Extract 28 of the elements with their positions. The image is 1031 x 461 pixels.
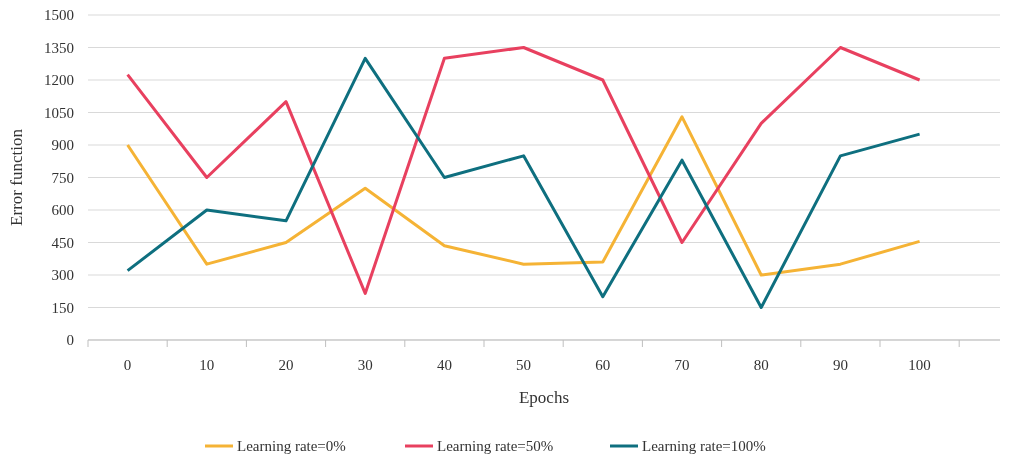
y-axis-title: Error function xyxy=(7,128,26,226)
y-tick-label: 1350 xyxy=(44,39,74,56)
x-tick-label: 0 xyxy=(123,357,132,373)
x-axis-title: Epochs xyxy=(518,388,570,407)
y-tick-label: 1050 xyxy=(44,104,74,121)
x-tick-label: 50 xyxy=(516,357,532,373)
line-series xyxy=(126,115,922,277)
y-tick-label: 600 xyxy=(51,202,74,219)
x-tick-label: 10 xyxy=(199,357,215,373)
x-tick-label: 70 xyxy=(674,357,690,373)
y-tick-label: 1500 xyxy=(44,7,74,24)
x-tick-label: 30 xyxy=(357,357,373,373)
x-tick-label: 20 xyxy=(278,357,294,373)
y-tick-label: 1200 xyxy=(44,72,74,89)
y-tick-label: 450 xyxy=(51,234,74,251)
y-tick-label: 750 xyxy=(51,169,74,186)
x-tick-label: 40 xyxy=(436,357,452,373)
y-tick-label: 300 xyxy=(51,267,74,284)
legend-label: Learning rate=0% xyxy=(237,438,346,455)
x-tick-label: 100 xyxy=(908,357,931,373)
y-tick-label: 900 xyxy=(51,137,74,154)
legend-label: Learning rate=50% xyxy=(437,438,554,455)
legend-label: Learning rate=100% xyxy=(642,438,766,455)
x-tick-label: 90 xyxy=(832,357,848,373)
y-tick-label: 150 xyxy=(51,299,74,316)
x-tick-label: 60 xyxy=(595,357,611,373)
y-tick-label: 0 xyxy=(66,332,74,349)
x-tick-label: 80 xyxy=(753,357,769,373)
